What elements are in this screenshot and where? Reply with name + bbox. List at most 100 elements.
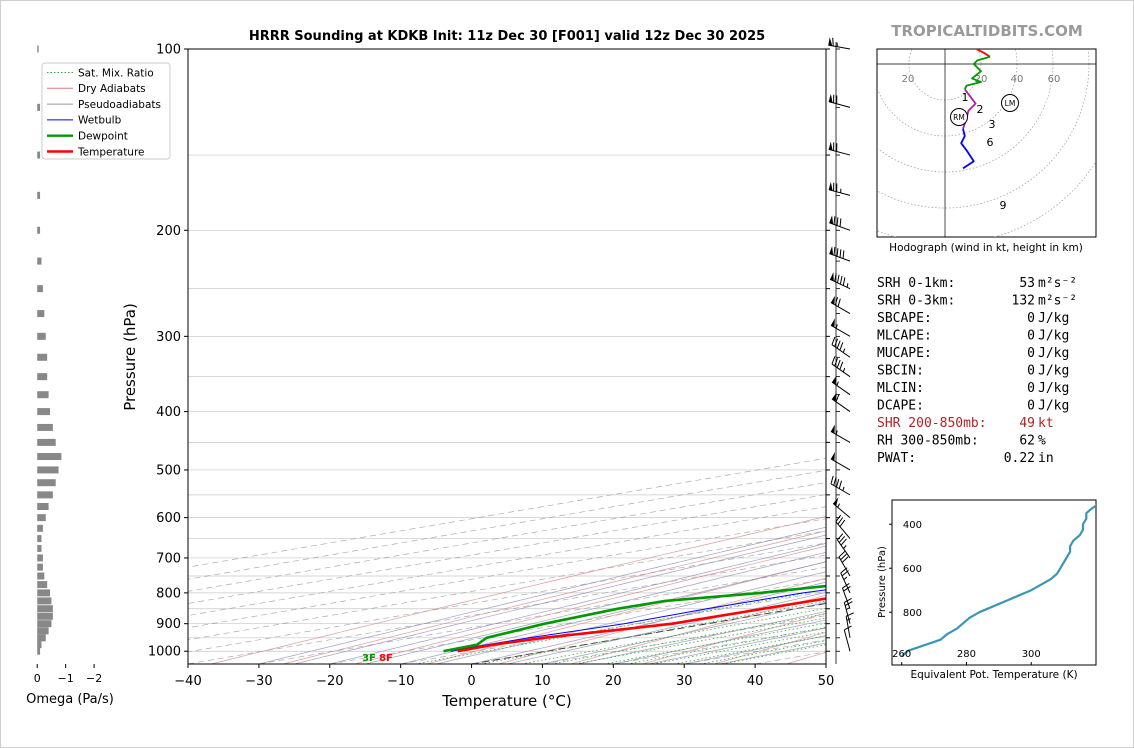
wind-barb bbox=[830, 318, 851, 337]
index-label: RH 300-850mb: bbox=[877, 434, 979, 449]
wetbulb-profile bbox=[450, 589, 826, 652]
index-label: DCAPE: bbox=[877, 399, 924, 414]
index-value: 0 bbox=[1027, 381, 1035, 396]
omega-bar bbox=[37, 226, 41, 234]
index-value: 53 bbox=[1019, 276, 1035, 291]
mixing-ratio-line bbox=[521, 607, 826, 664]
y-axis-label: Pressure (hPa) bbox=[121, 303, 139, 411]
barb-pennant bbox=[830, 272, 834, 281]
hodo-height-label: 3 bbox=[989, 118, 996, 131]
barb-staff bbox=[845, 616, 851, 638]
omega-bar bbox=[37, 103, 41, 111]
barb-flag bbox=[839, 519, 846, 527]
barb-flag bbox=[835, 393, 840, 403]
index-value: 0.22 bbox=[1004, 451, 1035, 466]
theta-e-frame bbox=[891, 499, 1097, 666]
omega-bar bbox=[37, 581, 48, 589]
barb-half-flag bbox=[842, 367, 846, 373]
omega-bar bbox=[37, 408, 51, 416]
omega-bar bbox=[37, 563, 43, 571]
pseudoadiabat bbox=[258, 526, 826, 664]
barb-flag bbox=[838, 535, 846, 543]
barb-pennant bbox=[830, 424, 835, 434]
wind-barb bbox=[838, 550, 851, 577]
barb-pennant bbox=[828, 93, 833, 103]
dry-adiabat bbox=[283, 530, 826, 664]
legend-label: Dewpoint bbox=[78, 131, 128, 143]
wind-barb bbox=[829, 215, 851, 231]
wind-barb bbox=[836, 533, 851, 559]
omega-bar bbox=[37, 45, 39, 53]
index-value: 0 bbox=[1027, 364, 1035, 379]
omega-bar bbox=[37, 491, 53, 499]
omega-bar bbox=[37, 535, 42, 543]
hodo-motion-marker bbox=[950, 108, 968, 126]
omega-bar bbox=[37, 524, 43, 532]
wind-barbs bbox=[828, 37, 854, 664]
omega-bar bbox=[37, 589, 51, 597]
omega-bar bbox=[37, 191, 41, 199]
index-label: SBCIN: bbox=[877, 364, 924, 379]
pseudoadiabat bbox=[329, 543, 826, 664]
wind-barb bbox=[840, 567, 851, 594]
omega-tick-label: −1 bbox=[58, 672, 74, 685]
pseudoadiabat bbox=[400, 561, 826, 664]
barb-flag bbox=[839, 218, 842, 227]
index-value: 132 bbox=[1012, 294, 1035, 309]
wind-barb bbox=[831, 392, 851, 412]
hodo-ring-label: 20 bbox=[975, 74, 988, 85]
x-tick-label: 40 bbox=[747, 674, 764, 689]
omega-bar bbox=[37, 572, 45, 580]
hodograph-title: Hodograph (wind in kt, height in km) bbox=[889, 242, 1083, 254]
wind-barb bbox=[828, 181, 851, 196]
legend-label: Pseudoadiabats bbox=[78, 99, 161, 111]
hodograph-frame bbox=[876, 48, 1097, 238]
barb-flag bbox=[838, 480, 843, 489]
barb-half-flag bbox=[843, 576, 848, 581]
barb-flag bbox=[836, 217, 839, 226]
theta-e-profile bbox=[900, 504, 1096, 658]
barb-pennant bbox=[828, 141, 833, 151]
theta-e-x-tick-label: 280 bbox=[957, 649, 976, 660]
surface-temperature-label: 8F bbox=[379, 653, 393, 664]
barb-flag bbox=[836, 359, 841, 368]
pseudoadiabat bbox=[294, 534, 826, 664]
x-tick-label: 30 bbox=[676, 674, 693, 689]
omega-axis-label: Omega (Pa/s) bbox=[26, 692, 114, 707]
barb-pennant bbox=[828, 37, 833, 46]
surface-dewpoint-label: 3F bbox=[362, 653, 376, 664]
index-unit: J/kg bbox=[1038, 399, 1069, 414]
barb-pennant bbox=[833, 497, 839, 507]
dry-adiabat bbox=[570, 594, 826, 664]
barb-flag bbox=[840, 567, 848, 574]
omega-bar bbox=[37, 479, 56, 487]
wind-barb bbox=[831, 375, 851, 396]
barb-half-flag bbox=[846, 618, 851, 621]
omega-bar bbox=[37, 285, 43, 293]
wind-barb bbox=[830, 452, 851, 471]
barb-flag bbox=[836, 479, 840, 488]
legend: Sat. Mix. Ratio Dry Adiabats Pseudoadiabat… bbox=[41, 62, 171, 160]
omega-bar bbox=[37, 620, 52, 628]
index-value: 0 bbox=[1027, 346, 1035, 361]
index-unit: in bbox=[1038, 451, 1054, 466]
x-tick-label: 0 bbox=[467, 674, 475, 689]
pseudoadiabat bbox=[542, 601, 826, 664]
y-tick-label: 100 bbox=[156, 43, 181, 58]
wind-barb bbox=[843, 597, 853, 624]
barb-staff bbox=[828, 189, 851, 196]
index-value: 0 bbox=[1027, 399, 1035, 414]
theta-e-y-tick-label: 600 bbox=[903, 564, 922, 575]
legend-label: Wetbulb bbox=[78, 115, 122, 127]
hodo-ring-label: 20 bbox=[902, 74, 915, 85]
barb-flag bbox=[838, 550, 846, 558]
wind-barb bbox=[830, 475, 851, 496]
barb-pennant bbox=[832, 392, 837, 402]
hodo-motion-marker bbox=[1001, 94, 1019, 112]
barb-flag bbox=[833, 247, 836, 256]
index-unit: J/kg bbox=[1038, 364, 1069, 379]
omega-bar bbox=[37, 544, 42, 552]
theta-e-y-tick-label: 400 bbox=[903, 520, 922, 531]
omega-bar bbox=[37, 597, 52, 605]
